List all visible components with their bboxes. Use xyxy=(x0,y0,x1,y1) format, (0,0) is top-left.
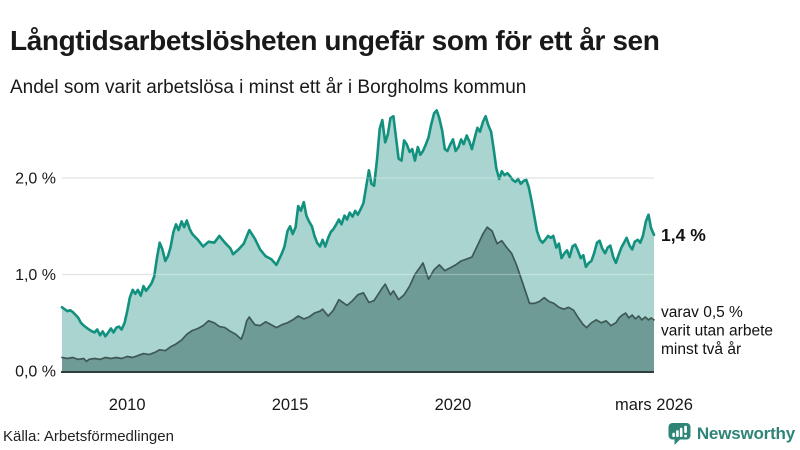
series-line-1 xyxy=(61,226,655,363)
end-value-label: 1,4 % xyxy=(661,225,706,245)
series-line-0 xyxy=(60,109,656,338)
newsworthy-logo: Newsworthy xyxy=(668,422,795,446)
page-title: Långtidsarbetslösheten ungefär som för e… xyxy=(10,24,660,56)
x-tick-label: mars 2026 xyxy=(615,396,693,414)
y-tick-label: 2,0 % xyxy=(15,171,56,188)
y-tick-label: 0,0 % xyxy=(15,364,56,381)
series-annotation-line: minst två år xyxy=(661,341,741,358)
series-annotation-line: varav 0,5 % xyxy=(661,304,743,321)
x-tick-label: 2015 xyxy=(272,396,309,414)
newsworthy-bubble-chart-icon xyxy=(668,423,691,445)
x-tick-label: 2010 xyxy=(109,396,146,414)
newsworthy-logo-text: Newsworthy xyxy=(696,424,795,443)
y-tick-label: 1,0 % xyxy=(15,267,56,284)
source-note: Källa: Arbetsförmedlingen xyxy=(3,428,174,445)
series-area-1 xyxy=(62,227,654,371)
chart-subtitle: Andel som varit arbetslösa i minst ett å… xyxy=(10,77,527,98)
x-tick-label: 2020 xyxy=(435,396,472,414)
series-annotation-line: varit utan arbete xyxy=(661,322,773,339)
